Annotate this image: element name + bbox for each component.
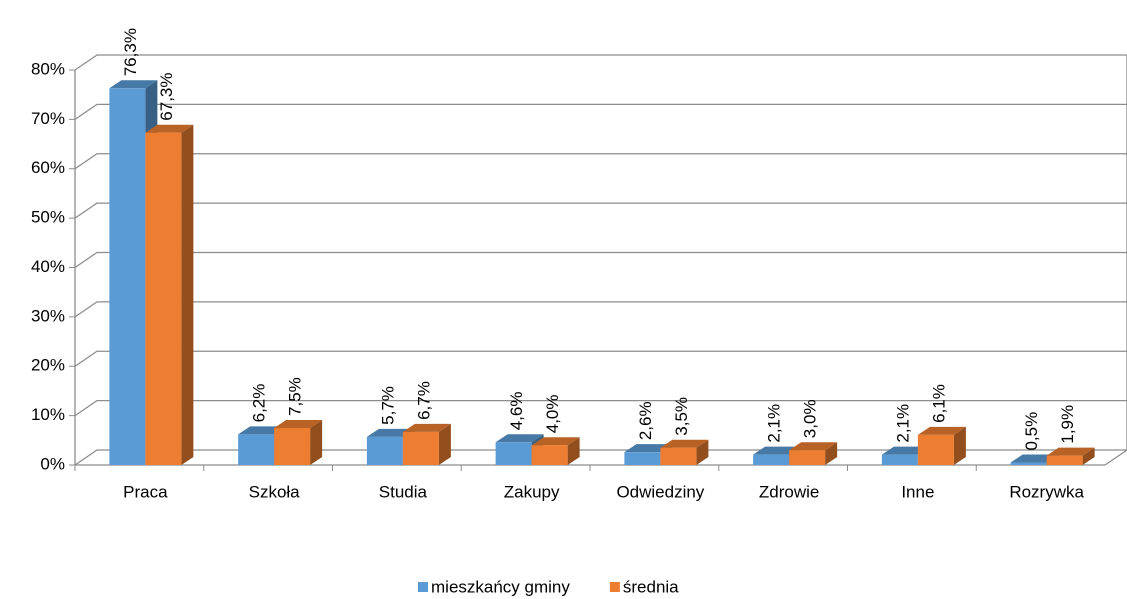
y-tick-label: 40%: [31, 257, 65, 276]
x-tick-label: Zakupy: [504, 482, 560, 501]
y-tick-label: 20%: [31, 356, 65, 375]
bar-top: [531, 437, 580, 446]
value-label: 6,2%: [250, 384, 269, 423]
bar-side: [1082, 447, 1095, 465]
grid-line: [74, 301, 1127, 318]
grid-line: [74, 103, 1127, 120]
bar: [274, 427, 311, 465]
bar-top: [274, 419, 323, 428]
bar-top: [660, 439, 709, 448]
x-tick-label: Inne: [901, 482, 934, 501]
x-tick-label: Odwiedziny: [616, 482, 704, 501]
value-label: 7,5%: [286, 377, 305, 416]
bar: [753, 454, 790, 465]
value-label: 6,7%: [414, 381, 433, 420]
bar: [531, 445, 568, 465]
bar: [238, 434, 275, 465]
grid-line: [74, 153, 1127, 170]
bar-group: [274, 419, 323, 465]
bar-top: [109, 80, 158, 89]
bar-side: [310, 419, 323, 465]
bar-group: [1046, 447, 1095, 465]
bar: [789, 450, 826, 465]
y-tick-label: 60%: [31, 158, 65, 177]
y-tick-label: 30%: [31, 306, 65, 325]
bar-group: [917, 426, 966, 465]
legend-swatch: [609, 582, 620, 592]
value-label: 2,1%: [893, 404, 912, 443]
value-label: 0,5%: [1022, 412, 1041, 451]
bar: [660, 447, 697, 465]
value-label: 3,0%: [801, 399, 820, 438]
bar: [624, 452, 661, 465]
bar: [881, 454, 918, 465]
grid-line: [74, 399, 1127, 417]
x-tick-label: Rozrywka: [1009, 482, 1084, 501]
bar-top: [917, 426, 966, 435]
bar-group: [531, 437, 580, 465]
value-label: 4,6%: [507, 392, 526, 431]
x-tick-label: Zdrowie: [759, 482, 819, 501]
value-label: 2,1%: [765, 404, 784, 443]
y-tick-label: 50%: [31, 208, 65, 227]
legend-swatch: [418, 582, 428, 592]
value-label: 76,3%: [121, 28, 140, 76]
value-label: 2,6%: [636, 401, 655, 440]
bar-side: [567, 437, 580, 465]
bar-side: [696, 439, 709, 465]
bar-top: [789, 442, 838, 451]
bar: [145, 132, 182, 466]
bar-group: [660, 439, 709, 465]
grid-line: [74, 202, 1127, 219]
x-tick-label: Szkoła: [249, 482, 301, 501]
bar-top: [1046, 447, 1095, 456]
bar: [109, 88, 146, 466]
x-tick-label: Studia: [379, 482, 428, 501]
bar-group: [789, 442, 838, 465]
y-tick-label: 0%: [40, 454, 65, 473]
bar-group: [145, 124, 194, 466]
value-label: 67,3%: [157, 73, 176, 121]
bar-side: [953, 426, 966, 465]
grid-line: [74, 251, 1127, 269]
bar-side: [438, 423, 451, 465]
x-tick-label: Praca: [123, 482, 168, 501]
bar: [1010, 462, 1047, 465]
bar: [366, 436, 403, 465]
bar-top: [145, 124, 194, 133]
bar: [1046, 455, 1083, 465]
grid-line: [74, 54, 1127, 71]
grid-line: [74, 350, 1127, 367]
bar: [917, 434, 954, 465]
bar: [402, 431, 439, 465]
value-label: 3,5%: [672, 397, 691, 436]
value-label: 4,0%: [543, 395, 562, 434]
bar: [495, 442, 532, 465]
bar-group: [402, 423, 451, 465]
value-label: 1,9%: [1058, 405, 1077, 444]
grid-line: [74, 449, 1127, 466]
bar-top: [495, 434, 544, 443]
y-tick-label: 80%: [31, 59, 65, 78]
legend-label: mieszkańcy gminy: [431, 577, 570, 596]
value-label: 5,7%: [378, 386, 397, 425]
legend-label: średnia: [623, 577, 679, 596]
value-label: 6,1%: [929, 384, 948, 423]
bar-side: [181, 124, 194, 466]
y-tick-label: 70%: [31, 109, 65, 128]
bar-side: [825, 442, 838, 465]
bar-top: [402, 423, 451, 432]
y-tick-label: 10%: [31, 405, 65, 424]
